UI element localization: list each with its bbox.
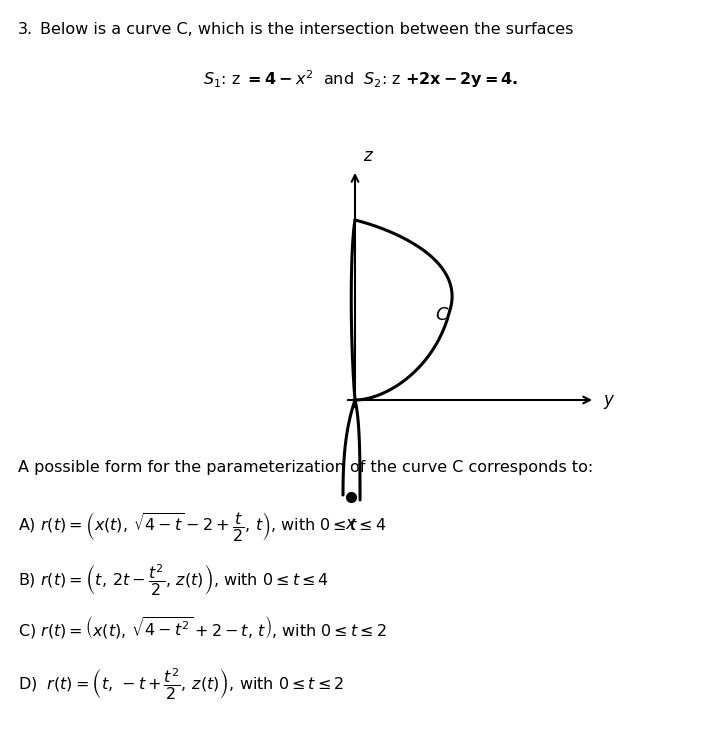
Text: B) $r(t) = \left(t,\, 2t - \dfrac{t^2}{2},\, z(t)\right)$, with $0 \leq t \leq 4: B) $r(t) = \left(t,\, 2t - \dfrac{t^2}{2… [18, 562, 329, 598]
Text: C) $r(t) = \left(x(t),\, \sqrt{4-t^2} + 2 - t,\, t\right)$, with $0 \leq t \leq : C) $r(t) = \left(x(t),\, \sqrt{4-t^2} + … [18, 614, 387, 640]
Text: y: y [603, 391, 613, 409]
Text: x: x [345, 515, 355, 533]
Text: D)  $r(t) = \left(t,\, -t + \dfrac{t^2}{2},\, z(t)\right)$, with $0 \leq t \leq : D) $r(t) = \left(t,\, -t + \dfrac{t^2}{2… [18, 666, 344, 701]
Text: A possible form for the parameterization of the curve C corresponds to:: A possible form for the parameterization… [18, 460, 594, 475]
Text: 3.: 3. [18, 22, 33, 37]
Text: $S_1$: z $\mathbf{= 4-}x^2$  and  $S_2$: z $\mathbf{+ 2x - 2y = 4.}$: $S_1$: z $\mathbf{= 4-}x^2$ and $S_2$: z… [203, 68, 518, 90]
Text: z: z [363, 147, 372, 165]
Text: A) $r(t) = \left(x(t),\, \sqrt{4-t} - 2 + \dfrac{t}{2},\, t\right)$, with $0 \le: A) $r(t) = \left(x(t),\, \sqrt{4-t} - 2 … [18, 510, 387, 543]
Text: Below is a curve C, which is the intersection between the surfaces: Below is a curve C, which is the interse… [40, 22, 573, 37]
Text: C: C [435, 306, 448, 324]
